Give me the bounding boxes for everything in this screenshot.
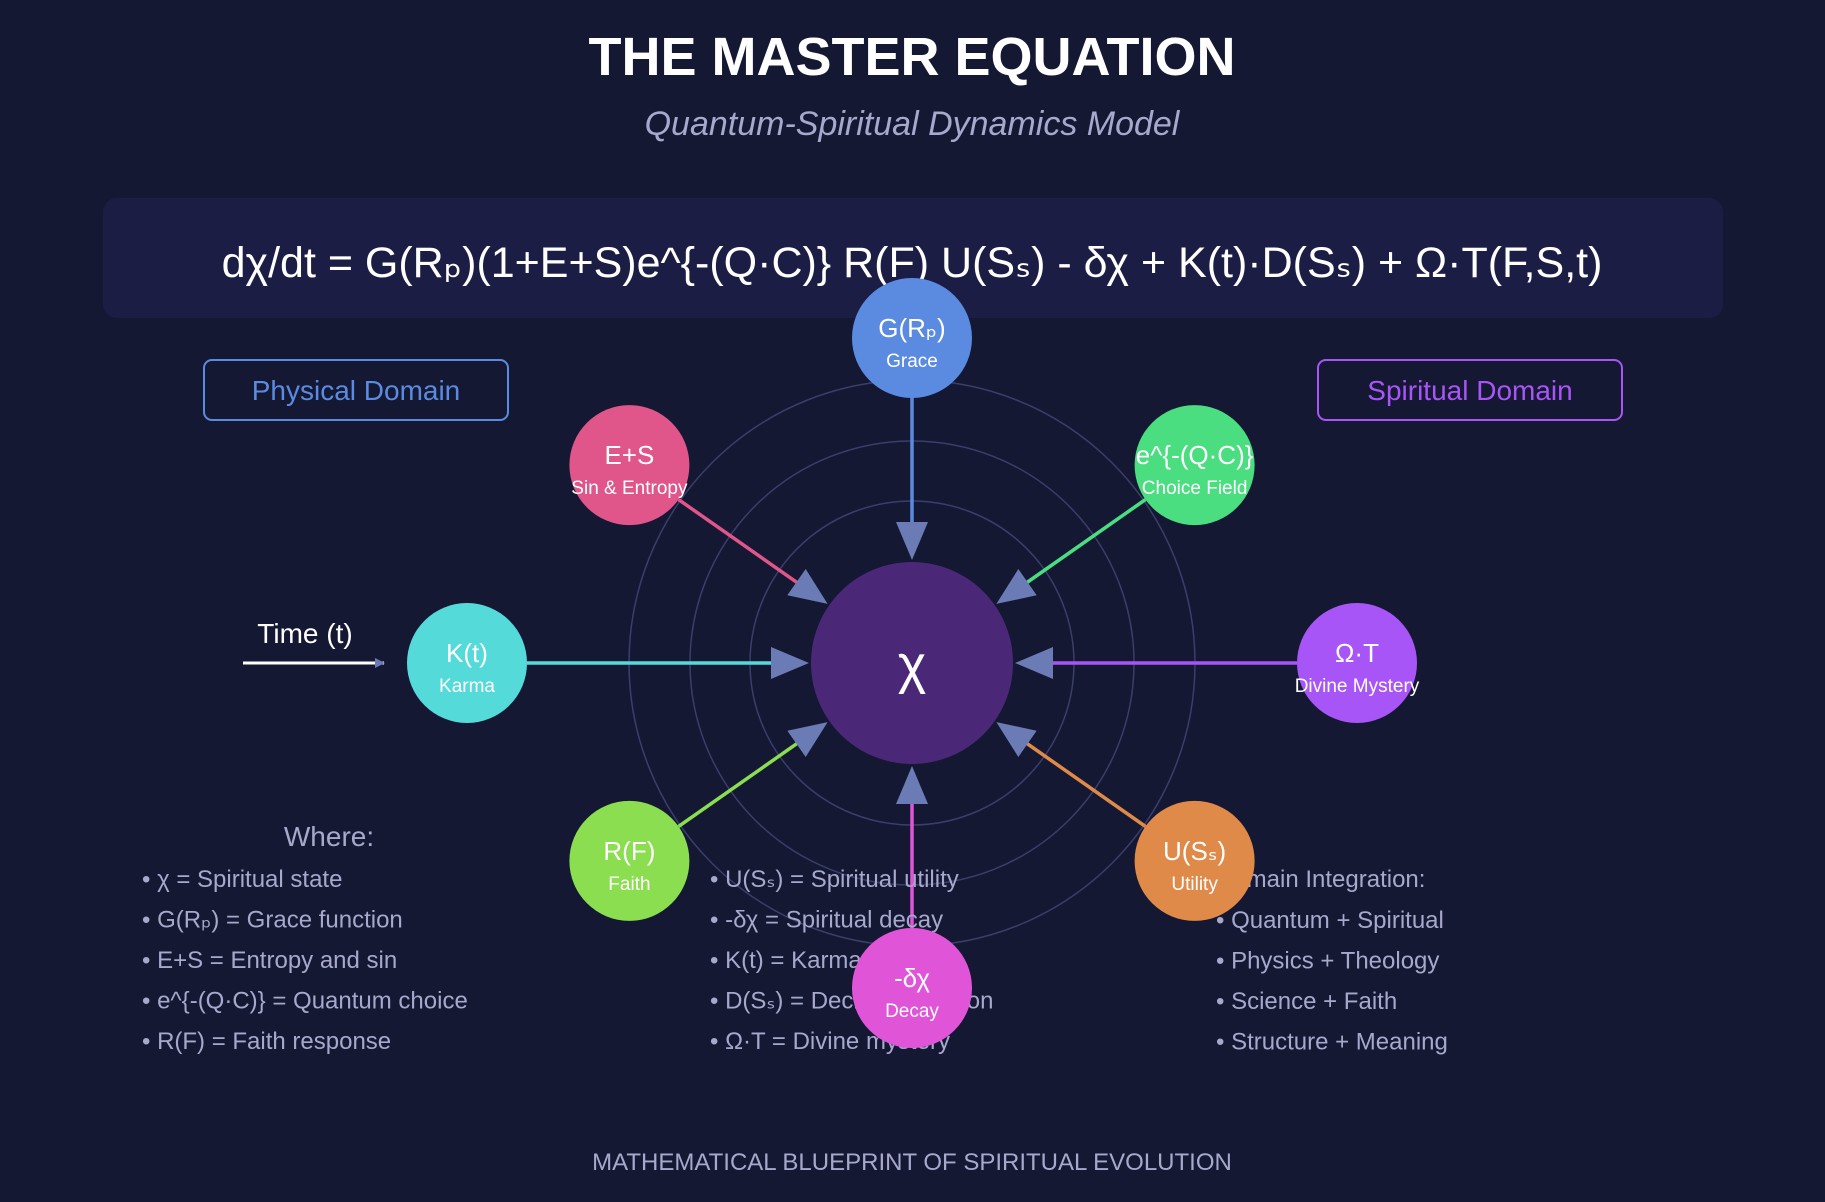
- arrowhead-decay: [896, 766, 928, 804]
- node-label-decay: Decay: [885, 1001, 939, 1022]
- arrowhead-utility: [996, 722, 1037, 757]
- center-node: χ: [811, 562, 1013, 764]
- where-left-list: • χ = Spiritual state • G(Rₚ) = Grace fun…: [142, 866, 468, 1055]
- arrowhead-divine: [1015, 647, 1053, 679]
- center-circle: [811, 562, 1013, 764]
- node-label-sin: Sin & Entropy: [571, 478, 688, 499]
- where-heading: Where:: [284, 821, 374, 852]
- node-sin: E+S Sin & Entropy: [569, 405, 690, 526]
- node-symbol-sin: E+S: [604, 440, 654, 470]
- page-subtitle: Quantum-Spiritual Dynamics Model: [645, 105, 1181, 143]
- node-circle-divine: [1297, 603, 1417, 723]
- arrowhead-grace: [896, 522, 928, 560]
- node-karma: K(t) Karma: [407, 603, 527, 723]
- spiritual-domain-box: Spiritual Domain: [1317, 359, 1623, 421]
- node-label-karma: Karma: [439, 676, 495, 697]
- node-symbol-grace: G(Rₚ): [878, 313, 945, 343]
- node-symbol-decay: -δχ: [894, 963, 930, 993]
- arrowhead-faith: [787, 722, 828, 757]
- node-faith: R(F) Faith: [569, 800, 690, 921]
- node-circle-choice: [1134, 405, 1255, 526]
- page-title: THE MASTER EQUATION: [589, 27, 1236, 87]
- spoke-utility: [1005, 727, 1147, 828]
- node-circle-sin: [569, 405, 690, 526]
- node-choice: e^{-(Q·C)} Choice Field: [1134, 405, 1255, 526]
- integration-item: • Structure + Meaning: [1216, 1029, 1448, 1056]
- node-grace: G(Rₚ) Grace: [852, 278, 972, 398]
- node-circle-karma: [407, 603, 527, 723]
- where-left-item: • E+S = Entropy and sin: [142, 947, 397, 974]
- spoke-faith: [677, 727, 819, 828]
- time-arrow: Time (t): [243, 618, 385, 668]
- spiritual-domain-label: Spiritual Domain: [1367, 375, 1572, 406]
- equation-panel: [103, 198, 1723, 318]
- footer-caption: MATHEMATICAL BLUEPRINT OF SPIRITUAL EVOL…: [592, 1149, 1232, 1176]
- arrowhead-choice: [996, 569, 1037, 604]
- node-circle-grace: [852, 278, 972, 398]
- node-label-faith: Faith: [608, 874, 650, 895]
- integration-item: • Quantum + Spiritual: [1216, 907, 1444, 934]
- node-symbol-utility: U(Sₛ): [1163, 836, 1226, 866]
- node-utility: U(Sₛ) Utility: [1134, 800, 1255, 921]
- node-circle-utility: [1134, 800, 1255, 921]
- spokes: [527, 398, 1297, 928]
- integration-item: • Physics + Theology: [1216, 948, 1439, 975]
- where-left-item: • R(F) = Faith response: [142, 1028, 391, 1055]
- node-circle-decay: [852, 928, 972, 1048]
- where-left-item: • χ = Spiritual state: [142, 866, 342, 893]
- arrowhead-karma: [771, 647, 809, 679]
- time-label: Time (t): [257, 618, 352, 649]
- arrowhead-sin: [787, 569, 828, 604]
- node-decay: -δχ Decay: [852, 928, 972, 1048]
- node-circle-faith: [569, 800, 690, 921]
- center-symbol: χ: [898, 635, 926, 695]
- spoke-choice: [1005, 498, 1147, 599]
- physical-domain-label: Physical Domain: [252, 375, 461, 406]
- outer-nodes: G(Rₚ) Grace e^{-(Q·C)} Choice Field Ω·T Divin…: [407, 278, 1420, 1048]
- node-label-utility: Utility: [1171, 874, 1218, 895]
- node-divine: Ω·T Divine Mystery: [1295, 603, 1420, 723]
- where-middle-item: • U(Sₛ) = Spiritual utility: [710, 866, 959, 893]
- node-symbol-karma: K(t): [446, 638, 488, 668]
- node-label-divine: Divine Mystery: [1295, 676, 1420, 697]
- integration-list: • Quantum + Spiritual • Physics + Theolog…: [1216, 907, 1448, 1056]
- node-label-choice: Choice Field: [1142, 478, 1248, 499]
- integration-item: • Science + Faith: [1216, 988, 1397, 1015]
- where-left-item: • G(Rₚ) = Grace function: [142, 907, 403, 934]
- physical-domain-box: Physical Domain: [203, 359, 509, 421]
- where-left-item: • e^{-(Q·C)} = Quantum choice: [142, 988, 468, 1015]
- node-symbol-faith: R(F): [603, 836, 655, 866]
- spoke-sin: [677, 498, 819, 599]
- node-symbol-divine: Ω·T: [1335, 638, 1379, 668]
- node-label-grace: Grace: [886, 351, 938, 372]
- node-symbol-choice: e^{-(Q·C)}: [1136, 440, 1254, 470]
